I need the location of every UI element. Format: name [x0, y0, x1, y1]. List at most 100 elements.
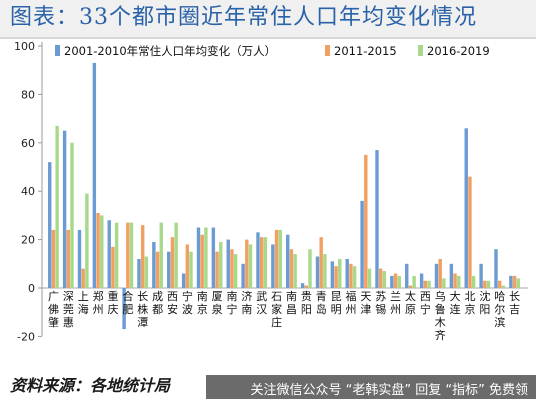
bar [308, 249, 312, 288]
bar [293, 254, 297, 288]
bar [96, 212, 100, 288]
x-tick-label: 重庆 [107, 289, 118, 316]
bar [516, 278, 520, 288]
bar [300, 283, 305, 288]
x-tick-label: 长株潭 [137, 290, 148, 329]
bar [486, 280, 491, 288]
bar [349, 263, 353, 288]
bar [483, 280, 487, 288]
bar [189, 251, 193, 288]
x-tick-label: 南宁 [226, 290, 237, 316]
y-tick-label: 60 [21, 137, 35, 150]
bar [319, 237, 323, 288]
bar [107, 220, 111, 288]
bar [259, 237, 264, 288]
x-tick-label: 上海 [78, 290, 89, 316]
bar [248, 244, 253, 288]
bar [241, 263, 245, 288]
x-tick-label: 天津 [360, 290, 371, 316]
bar [457, 275, 461, 288]
bar [278, 229, 282, 288]
bar [509, 275, 513, 288]
x-tick-label: 济南 [241, 289, 252, 316]
promo-banner[interactable]: 关注微信公众号 “老韩实盘” 回复 “指标” 免费领 [206, 375, 536, 399]
bar [345, 258, 349, 288]
x-tick-label: 苏锡 [375, 290, 386, 316]
x-tick-label: 兰州 [390, 290, 401, 316]
x-tick-label: 武汉 [256, 290, 267, 316]
x-tick-label: 广佛肇 [48, 290, 59, 329]
bar [114, 222, 119, 288]
bar [442, 278, 446, 288]
bar [92, 62, 97, 288]
bar [211, 227, 216, 288]
bar [479, 263, 483, 288]
x-tick-label: 南京 [197, 290, 208, 316]
x-tick-label: 贵阳 [301, 290, 312, 316]
x-tick-label: 乌鲁木齐 [435, 289, 446, 342]
x-tick-label: 成都 [152, 290, 163, 316]
bar [274, 229, 279, 288]
bar [364, 154, 368, 288]
x-tick-label: 西安 [167, 290, 178, 316]
bar [152, 242, 156, 288]
x-tick-label: 深莞惠 [63, 290, 74, 329]
bar [390, 275, 394, 288]
bar [449, 263, 454, 288]
bar [55, 125, 59, 288]
bar [330, 261, 335, 288]
bar [219, 242, 223, 288]
bar [167, 251, 171, 288]
bar [245, 239, 249, 288]
bar [393, 273, 398, 288]
bar [382, 271, 387, 288]
bar [501, 285, 506, 288]
bar [438, 258, 442, 288]
bar [66, 229, 71, 288]
footer: 资料来源：各地统计局 关注微信公众号 “老韩实盘” 回复 “指标” 免费领 [0, 370, 536, 401]
y-tick-label: 0 [28, 282, 35, 295]
bar [397, 275, 401, 288]
bar [271, 244, 275, 288]
bar-chart: -20 0 20 40 60 80 100 2001-2010年常住人口年均变化（万人） 201… [14, 40, 528, 343]
bar [77, 229, 82, 288]
legend-label: 2016-2019 [427, 44, 490, 58]
x-tick-label: 北京 [464, 290, 475, 316]
bar [204, 227, 208, 288]
x-tick-label: 厦泉 [212, 290, 223, 316]
x-tick-label: 郑州 [93, 289, 104, 316]
bar [338, 258, 342, 288]
bar [170, 237, 175, 288]
legend-swatch [55, 45, 60, 56]
bar [256, 232, 260, 288]
bar [512, 275, 517, 288]
bar [423, 280, 428, 288]
x-tick-label: 青岛 [316, 290, 327, 316]
bar [263, 237, 268, 288]
bar [334, 266, 338, 288]
bar [62, 130, 67, 288]
bar [289, 249, 294, 288]
bar [51, 229, 56, 288]
x-tick-label: 福州 [345, 289, 356, 316]
legend-label: 2011-2015 [334, 44, 397, 58]
bar [233, 254, 238, 288]
y-tick-label: 20 [21, 234, 35, 247]
bar [196, 227, 201, 288]
bar [352, 266, 357, 288]
bar [126, 222, 130, 288]
bar [494, 249, 498, 288]
bar [129, 222, 134, 288]
bar [286, 234, 290, 288]
y-tick-label: 40 [21, 185, 35, 198]
bar [468, 176, 472, 288]
x-tick-label: 西宁 [420, 290, 431, 316]
x-tick-label: 南昌 [286, 290, 297, 316]
bar [155, 251, 160, 288]
bar [174, 222, 178, 288]
bar [85, 193, 89, 288]
bar [408, 285, 413, 288]
bar [412, 275, 416, 288]
bar [100, 215, 104, 288]
bar [323, 254, 327, 288]
